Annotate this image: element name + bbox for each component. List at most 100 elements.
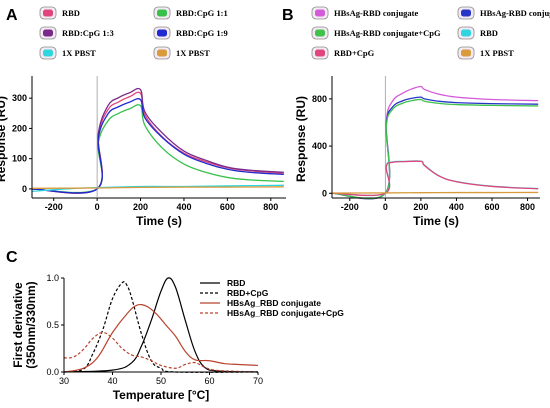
series-line-rbd	[331, 160, 539, 197]
legend-swatch	[43, 49, 53, 57]
panel-c-y-axis-title-line: First derivative	[11, 282, 25, 368]
panel-c-plot-area	[63, 277, 259, 373]
panel-letter-a: A	[6, 7, 18, 24]
legend-label: RBD:CpG 1:3	[62, 28, 114, 38]
panel-c-y-axis-title: First derivative (350nm/330nm)	[11, 281, 38, 368]
legend-swatch	[461, 29, 471, 37]
series-line-hbsag-rbd-conjugate-cpg	[63, 331, 259, 373]
series-line-rbd-cpg-1-3	[31, 87, 284, 194]
legend-label: RBD	[62, 8, 80, 18]
legend-swatch	[43, 9, 53, 17]
legend-item-rbd: RBD	[39, 6, 80, 20]
series-line-1x-pbst	[331, 191, 539, 194]
panel-letter-c: C	[6, 249, 18, 266]
legend-swatch	[43, 29, 53, 37]
series-line-rbd-cpg	[331, 160, 539, 197]
x-tick-label: 400	[449, 202, 464, 212]
panel-b-axes: -200 0 200 400 600 800 0 400 800	[312, 76, 540, 212]
legend-swatch	[315, 49, 325, 57]
x-tick-label: 600	[484, 202, 499, 212]
legend-item-hbsag-rbd-conjugate-cpg: HBsAg-RBD conjugate+CpG	[311, 26, 441, 40]
x-tick-label: 800	[520, 202, 535, 212]
x-tick-label: 60	[204, 376, 214, 386]
legend-label: RBD:CpG 1:9	[176, 28, 228, 38]
legend-item-rbd-cpg: RBD+CpG	[200, 288, 269, 298]
panel-b-x-axis-title: Time (s)	[413, 214, 459, 228]
legend-label: HBsAg-RBD conjugate+CpG	[334, 28, 441, 38]
x-tick-label: 200	[413, 202, 428, 212]
legend-label: HBsAg-RBD conjugate	[480, 8, 550, 18]
legend-label: RBD:CpG 1:1	[176, 8, 228, 18]
legend-swatch	[461, 9, 471, 17]
x-tick-label: -200	[45, 202, 63, 212]
x-tick-label: 70	[253, 376, 263, 386]
x-tick-label: 40	[107, 376, 117, 386]
x-tick-label: -200	[341, 202, 359, 212]
series-line-hbsag-rbd-conjugate	[63, 303, 259, 373]
x-tick-label: 600	[220, 202, 235, 212]
panel-b-legend: HBsAg-RBD conjugate HBsAg-RBD conjugate HB…	[311, 6, 550, 60]
legend-swatch	[461, 49, 471, 57]
series-line-1x-pbst	[31, 186, 284, 189]
legend-item-hbsag-rbd-conjugate: HBsAg-RBD conjugate	[311, 6, 419, 20]
legend-swatch	[157, 9, 167, 17]
legend-item-rbd-cpg-1-3: RBD:CpG 1:3	[39, 26, 114, 40]
panel-c-y-axis-title-line: (350nm/330nm)	[24, 281, 38, 368]
series-line-rbd-cpg-1-9	[31, 98, 284, 194]
panel-a-plot-area	[31, 87, 284, 194]
legend-swatch	[157, 49, 167, 57]
legend-item-1x-pbst: 1X PBST	[153, 46, 210, 60]
panel-letter-b: B	[282, 7, 294, 24]
legend-item-hbsag-rbd-conjugate: HBsAg-RBD conjugate	[457, 6, 550, 20]
legend-label: 1X PBST	[176, 48, 210, 58]
legend-label: HBsAg-RBD conjugate	[334, 8, 419, 18]
legend-item-rbd-cpg-1-9: RBD:CpG 1:9	[153, 26, 228, 40]
y-tick-label: 0.5	[46, 320, 59, 330]
x-tick-label: 30	[59, 376, 69, 386]
panel-a-x-axis-title: Time (s)	[136, 214, 182, 228]
panel-a-y-axis-title: Response (RU)	[0, 96, 8, 182]
legend-item-1x-pbst: 1X PBST	[39, 46, 96, 60]
panel-b-plot-area	[331, 85, 539, 200]
panel-c-chart: 30 40 50 60 700.00.51.0 RBDRBD+CpGHBsAg_RBD …	[11, 273, 344, 402]
y-tick-label: 800	[312, 94, 327, 104]
legend-item-hbsag-rbd-conjugate-cpg: HBsAg_RBD conjugate+CpG	[200, 308, 344, 318]
legend-label: RBD+CpG	[227, 288, 269, 298]
legend-item-1x-pbst: 1X PBST	[457, 46, 514, 60]
legend-item-rbd: RBD	[200, 278, 245, 288]
y-tick-label: 400	[312, 141, 327, 151]
x-tick-label: 200	[133, 202, 148, 212]
y-tick-label: 300	[12, 93, 27, 103]
x-tick-label: 0	[95, 202, 100, 212]
legend-swatch	[157, 29, 167, 37]
legend-label: RBD+CpG	[334, 48, 375, 58]
panel-a-chart: RBD RBD:CpG 1:1 RBD:CpG 1:3 RBD:CpG 1:9 1X P…	[0, 6, 286, 228]
y-tick-label: 0	[22, 184, 27, 194]
legend-label: RBD	[480, 28, 498, 38]
legend-label: RBD	[227, 278, 245, 288]
series-line-hbsag-rbd-conjugate-cpg	[331, 98, 539, 200]
panel-b-y-axis-title: Response (RU)	[294, 96, 308, 182]
panel-b-chart: HBsAg-RBD conjugate HBsAg-RBD conjugate HB…	[294, 6, 550, 228]
legend-item-hbsag-rbd-conjugate: HBsAg_RBD conjugate	[200, 298, 321, 308]
y-tick-label: 0	[322, 188, 327, 198]
series-line-rbd-cpg-1-1	[31, 104, 284, 194]
y-tick-label: 0.0	[46, 367, 59, 377]
legend-swatch	[315, 9, 325, 17]
series-line-hbsag-rbd-conjugate	[331, 96, 539, 200]
y-tick-label: 100	[12, 154, 27, 164]
x-tick-label: 800	[263, 202, 278, 212]
x-tick-label: 400	[176, 202, 191, 212]
legend-item-rbd-cpg: RBD+CpG	[311, 46, 375, 60]
legend-item-rbd: RBD	[457, 26, 498, 40]
y-tick-label: 1.0	[46, 273, 59, 283]
panel-a-axes: -200 0 200 400 600 800 0 100 200 300	[12, 76, 286, 212]
legend-label: 1X PBST	[480, 48, 514, 58]
y-tick-label: 200	[12, 123, 27, 133]
series-line-rbd-cpg	[63, 281, 259, 373]
legend-swatch	[315, 29, 325, 37]
legend-label: HBsAg_RBD conjugate	[227, 298, 321, 308]
legend-item-rbd-cpg-1-1: RBD:CpG 1:1	[153, 6, 228, 20]
